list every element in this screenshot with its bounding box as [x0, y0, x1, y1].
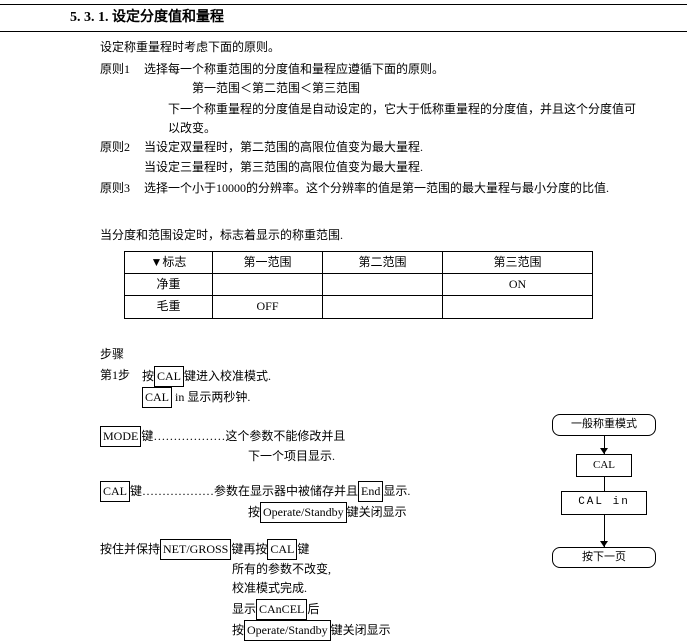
key-operate-standby: Operate/Standby [260, 502, 347, 523]
table-cell: 毛重 [125, 296, 213, 318]
flow-arrow-icon [538, 515, 670, 547]
step-number: 第1步 [100, 366, 142, 408]
dots: 键……………… [141, 429, 225, 443]
dots: 键……………… [130, 484, 214, 498]
flow-node-start: 一般称重模式 [552, 414, 656, 436]
rule-1: 原则1 选择每一个称重范围的分度值和量程应遵循下面的原则。 第一范围＜第二范围＜… [100, 60, 637, 98]
key-end: End [358, 481, 383, 502]
key-cal: CAL [142, 387, 172, 408]
marker-table: ▼标志 第一范围 第二范围 第三范围 净重 ON 毛重 OFF [124, 251, 593, 319]
rule-line: 当设定三量程时，第三范围的高限位值变为最大量程. [144, 158, 637, 177]
step-text: 键 [297, 542, 309, 556]
table-header: ▼标志 [125, 252, 213, 274]
step-text: 显示 [232, 602, 256, 616]
rule-line: 第一范围＜第二范围＜第三范围 [144, 79, 637, 98]
rule-line: 下一个称重量程的分度值是自动设定的，它大于低称重量程的分度值，并且这个分度值可以… [144, 100, 637, 138]
flow-node-display: CAL in [561, 491, 647, 515]
key-operate-standby: Operate/Standby [244, 620, 331, 641]
rule-line: 选择每一个称重范围的分度值和量程应遵循下面的原则。 [144, 60, 637, 79]
flow-arrow-icon [538, 436, 670, 454]
table-cell [323, 274, 443, 296]
step-text: 按 [248, 505, 260, 519]
step-1: 第1步 按CAL键进入校准模式. CAL in 显示两秒钟. [100, 366, 637, 408]
step-text: 键关闭显示 [331, 623, 391, 637]
key-mode: MODE [100, 426, 141, 447]
rule-label: 原则2 [100, 138, 144, 176]
flowchart: 一般称重模式 CAL CAL in 按下一页 [538, 414, 670, 568]
table-header: 第二范围 [323, 252, 443, 274]
section-header: 5. 3. 1. 设定分度值和量程 [0, 4, 687, 32]
step-text: 按住并保持 [100, 542, 160, 556]
table-header: 第一范围 [213, 252, 323, 274]
flow-connector [538, 477, 670, 491]
key-cal: CAL [267, 539, 297, 560]
intro-text: 设定称重量程时考虑下面的原则。 [100, 38, 637, 57]
flow-node-cal: CAL [576, 454, 632, 478]
rule-label: 原则1 [100, 60, 144, 98]
rule-label: 原则3 [100, 179, 144, 198]
step-text: 参数在显示器中被储存并且 [214, 484, 358, 498]
flow-node-next: 按下一页 [552, 547, 656, 569]
section-title: 设定分度值和量程 [112, 10, 224, 25]
table-cell: 净重 [125, 274, 213, 296]
table-header: 第三范围 [443, 252, 593, 274]
table-cell [323, 296, 443, 318]
step-text: 校准模式完成. [100, 579, 637, 598]
step-text: 键进入校准模式. [184, 369, 271, 383]
step-text: 按 [232, 623, 244, 637]
marker-note: 当分度和范围设定时，标志着显示的称重范围. [100, 226, 637, 245]
table-cell: ON [443, 274, 593, 296]
step-text: 后 [307, 602, 319, 616]
key-net-gross: NET/GROSS [160, 539, 231, 560]
table-row: 净重 ON [125, 274, 593, 296]
step-text: 这个参数不能修改并且 [225, 429, 345, 443]
key-cancel: CAnCEL [256, 599, 307, 620]
table-header-row: ▼标志 第一范围 第二范围 第三范围 [125, 252, 593, 274]
step-text: in [172, 390, 184, 404]
step-text: 键再按 [231, 542, 267, 556]
steps-label: 步骤 [100, 345, 637, 364]
key-cal: CAL [100, 481, 130, 502]
key-cal: CAL [154, 366, 184, 387]
step-text: 按 [142, 369, 154, 383]
table-cell [443, 296, 593, 318]
rule-3: 原则3 选择一个小于10000的分辨率。这个分辨率的值是第一范围的最大量程与最小… [100, 179, 637, 198]
table-cell: OFF [213, 296, 323, 318]
rule-2: 原则2 当设定双量程时，第二范围的高限位值变为最大量程. 当设定三量程时，第三范… [100, 138, 637, 176]
rule-line: 当设定双量程时，第二范围的高限位值变为最大量程. [144, 138, 637, 157]
section-number: 5. 3. 1. [70, 10, 109, 25]
rule-line: 选择一个小于10000的分辨率。这个分辨率的值是第一范围的最大量程与最小分度的比… [144, 179, 637, 198]
table-cell [213, 274, 323, 296]
step-text: 显示两秒钟. [187, 390, 250, 404]
step-text: 键关闭显示 [347, 505, 407, 519]
table-row: 毛重 OFF [125, 296, 593, 318]
step-text: 显示. [383, 484, 410, 498]
